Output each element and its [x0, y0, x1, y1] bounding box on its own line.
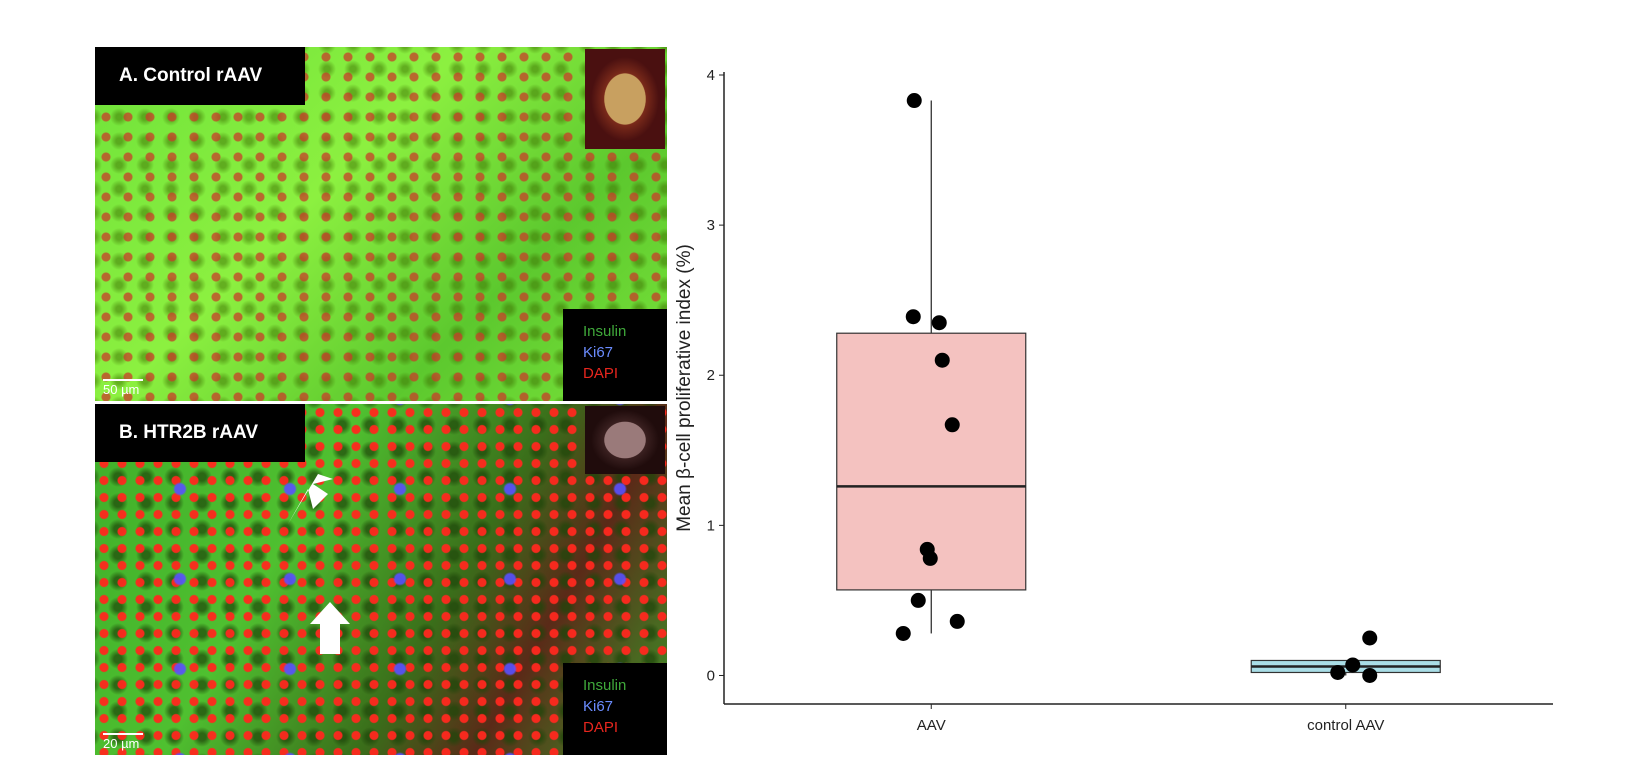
micrograph: A. Control rAAV Insulin Ki67 DAPI 50 µm	[95, 47, 667, 401]
scale-bar: 20 µm	[103, 733, 143, 751]
legend-entry: Ki67	[583, 344, 614, 361]
panel-label: A. Control rAAV	[95, 47, 305, 105]
x-tick-label: AAV	[917, 717, 946, 734]
box	[836, 332, 1027, 591]
legend-entry: Ki67	[583, 698, 614, 715]
data-point	[922, 550, 938, 566]
y-tick-label: 3	[707, 217, 715, 234]
legend-entry: DAPI	[583, 719, 619, 736]
y-tick-label: 2	[707, 367, 715, 384]
data-point	[949, 613, 965, 629]
data-point	[1330, 664, 1346, 680]
stain-legend: Insulin Ki67 DAPI	[563, 309, 667, 401]
stain-legend: Insulin Ki67 DAPI	[563, 663, 667, 755]
legend-entry: DAPI	[583, 365, 619, 382]
arrow	[288, 474, 333, 524]
legend-entry: Insulin	[583, 323, 627, 340]
panel-label: B. HTR2B rAAV	[95, 404, 305, 462]
x-tick-label: control AAV	[1307, 717, 1384, 734]
y-tick-label: 0	[707, 667, 715, 684]
data-point	[895, 625, 911, 641]
legend-entry: Insulin	[583, 677, 627, 694]
data-point	[1362, 667, 1378, 683]
box	[1250, 659, 1441, 674]
thumbnail	[585, 406, 665, 474]
y-tick-label: 1	[707, 517, 715, 534]
y-tick-label: 4	[707, 67, 715, 84]
scale-bar: 50 µm	[103, 379, 143, 397]
data-point	[910, 592, 926, 608]
data-point	[906, 93, 922, 109]
data-point	[1362, 630, 1378, 646]
data-point	[919, 541, 935, 557]
data-point	[931, 315, 947, 331]
data-point	[1345, 657, 1361, 673]
arrow	[310, 602, 350, 654]
data-point	[934, 352, 950, 368]
micrograph: B. HTR2B rAAV Insulin Ki67 DAPI 20 µm	[95, 404, 667, 755]
y-axis-label: Mean β-cell proliferative index (%)	[674, 244, 695, 532]
data-point	[905, 309, 921, 325]
arrows	[288, 474, 350, 654]
data-point	[944, 417, 960, 433]
thumbnail	[585, 49, 665, 149]
